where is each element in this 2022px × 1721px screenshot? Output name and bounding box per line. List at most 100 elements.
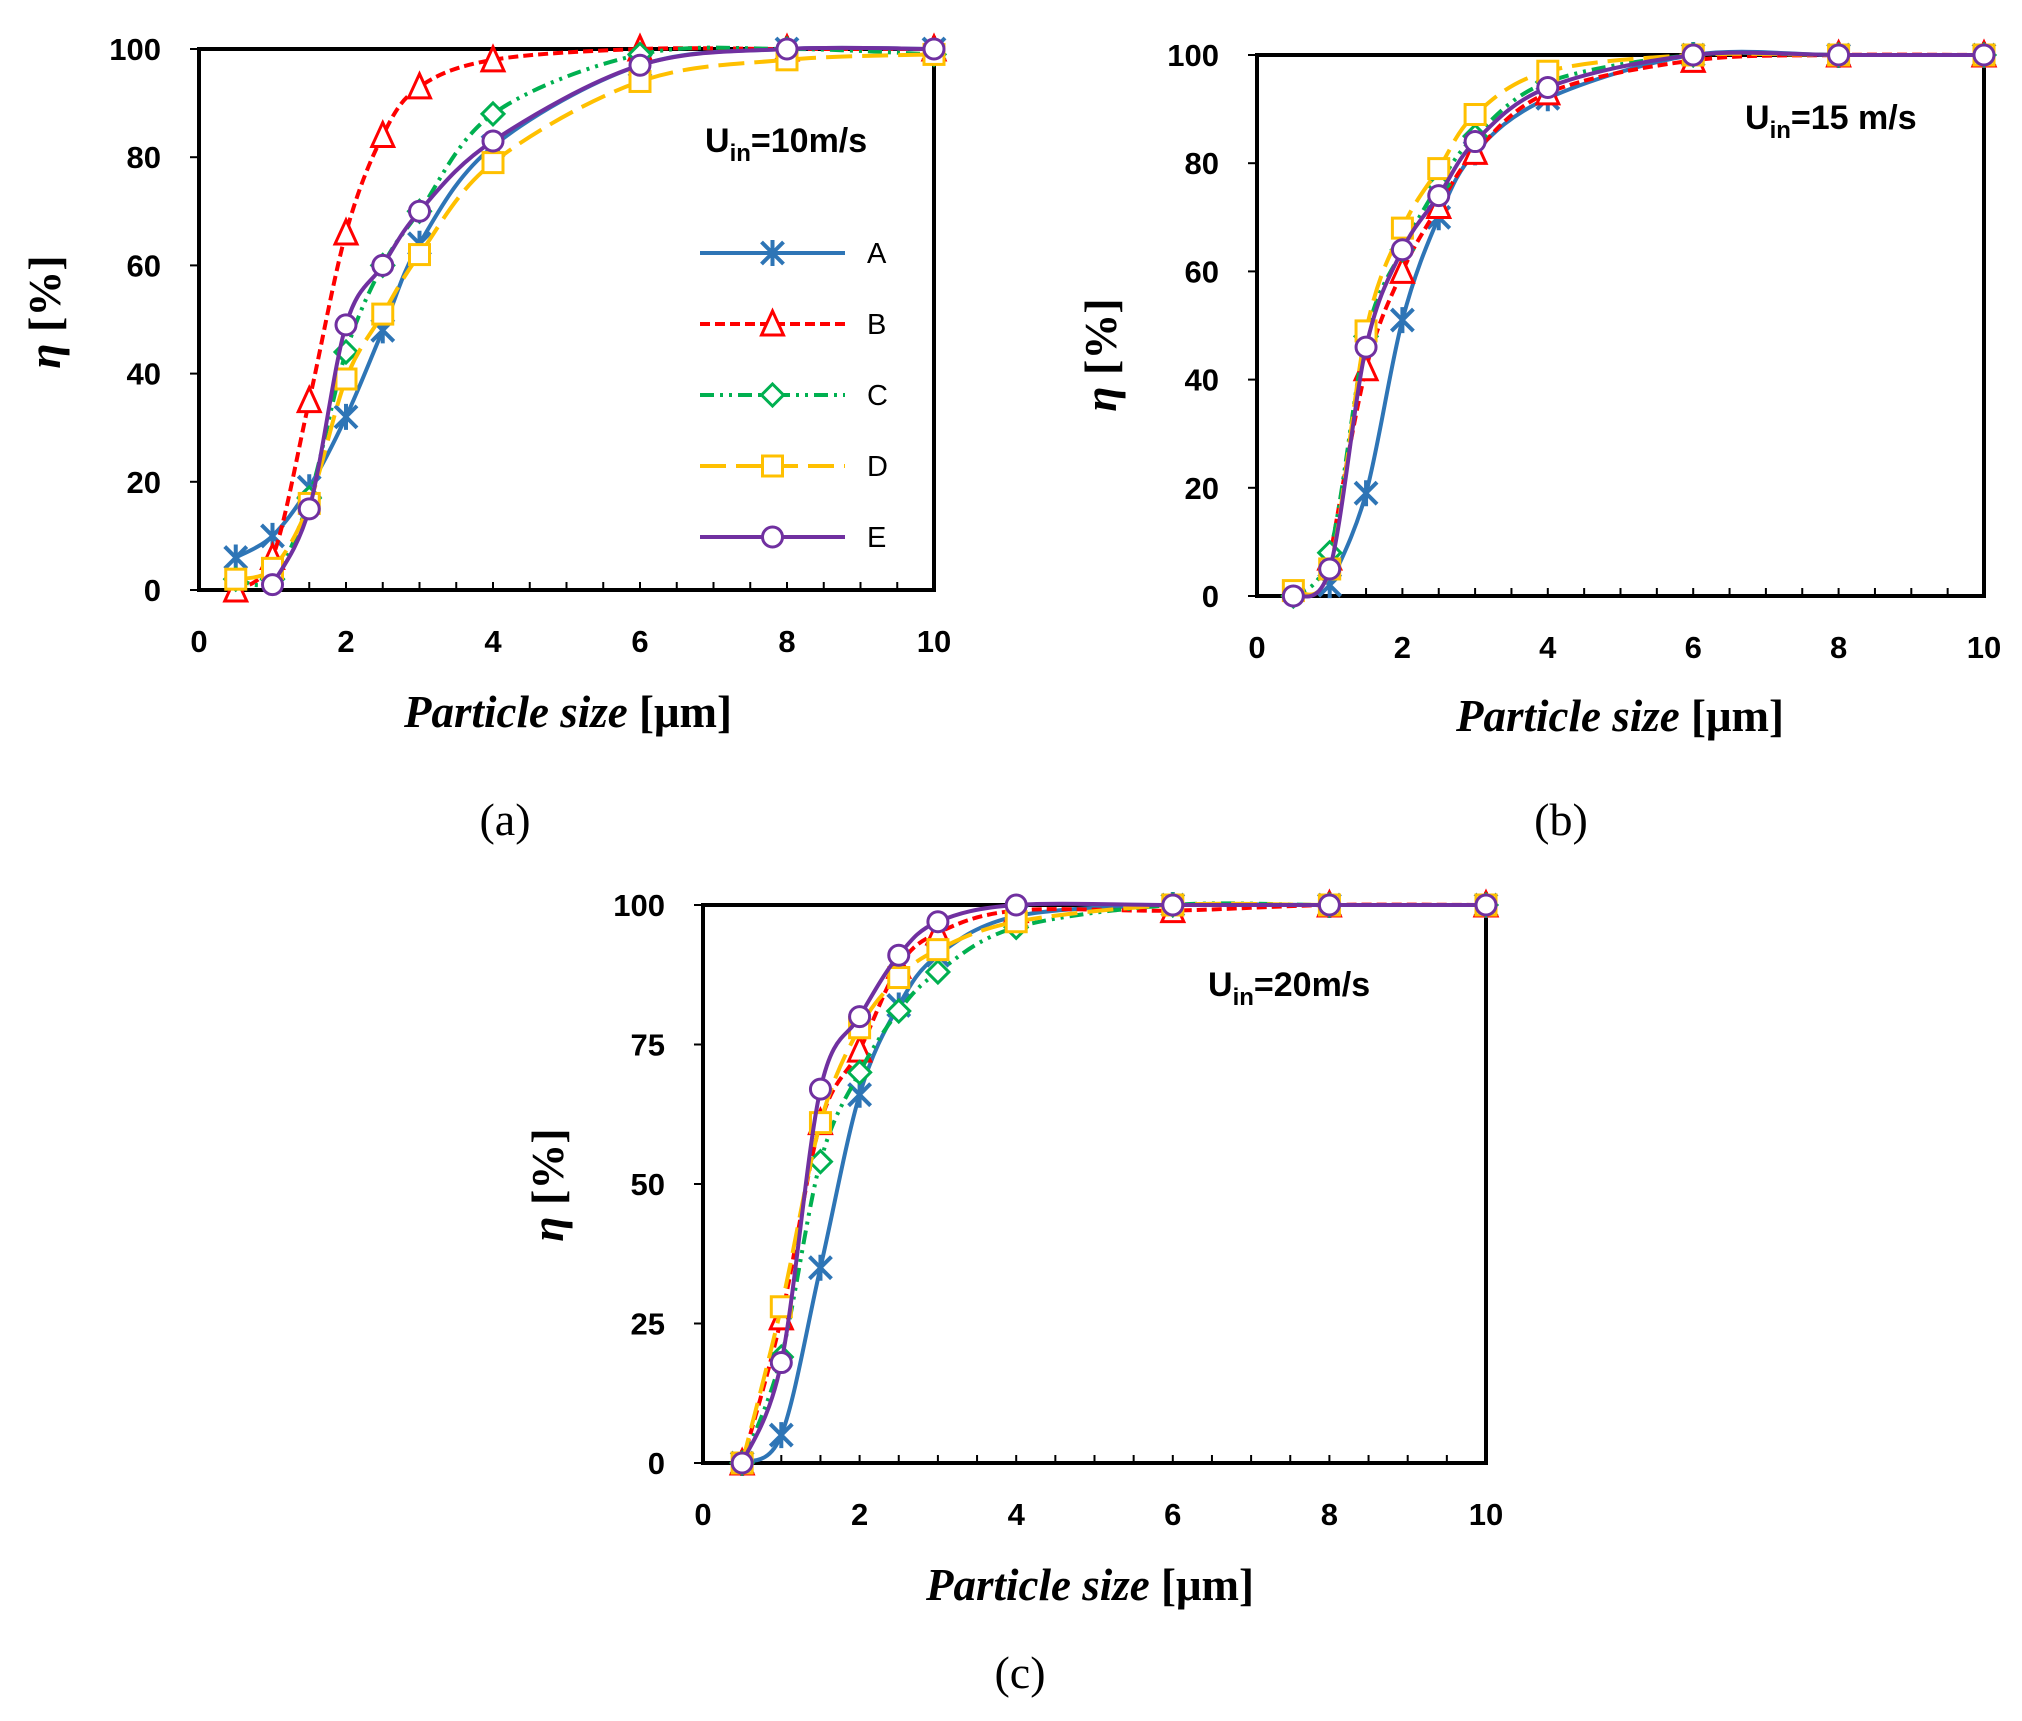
data-point	[406, 70, 433, 100]
data-point	[481, 151, 505, 175]
y-tick-label: 100	[613, 888, 665, 923]
data-point	[1389, 254, 1416, 284]
y-tick-label: 0	[1202, 579, 1219, 614]
condition-label: Uin=20m/s	[1208, 966, 1370, 1011]
legend-label: B	[867, 309, 886, 341]
series-b	[222, 32, 948, 603]
series-e	[1281, 43, 1996, 608]
plot-area	[197, 47, 936, 592]
data-point	[297, 497, 321, 521]
x-tick-label: 2	[1394, 630, 1411, 665]
series-e	[730, 893, 1498, 1475]
data-point	[1004, 893, 1028, 917]
x-tick-label: 0	[694, 1497, 711, 1532]
y-axis-label: η [%]	[1075, 298, 1126, 411]
x-tick-label: 8	[1830, 630, 1847, 665]
x-tick-label: 4	[484, 624, 502, 659]
legend-label: A	[867, 238, 887, 270]
y-tick-label: 80	[1185, 146, 1219, 181]
data-point	[371, 253, 395, 277]
x-tick-label: 0	[1248, 630, 1265, 665]
legend-label: D	[867, 451, 888, 483]
data-point	[808, 1077, 832, 1101]
data-point	[924, 958, 952, 986]
y-tick-label: 40	[127, 357, 161, 392]
x-tick-label: 0	[190, 624, 207, 659]
y-axis-label: η [%]	[19, 255, 70, 368]
x-tick-label: 2	[851, 1497, 868, 1532]
data-point	[1389, 307, 1415, 334]
x-tick-label: 6	[1164, 1497, 1181, 1532]
data-point	[1318, 557, 1342, 581]
plot-area	[701, 903, 1488, 1465]
series-line	[270, 45, 935, 586]
legend-marker	[761, 454, 784, 478]
x-tick-label: 2	[337, 624, 354, 659]
y-tick-label: 100	[109, 32, 161, 67]
data-point	[334, 367, 358, 391]
data-point	[261, 573, 284, 597]
y-tick-label: 40	[1185, 363, 1219, 398]
legend-item-e: E	[700, 522, 886, 554]
y-tick-label: 0	[144, 573, 161, 608]
data-point	[1354, 335, 1378, 359]
data-point	[1463, 103, 1487, 127]
data-point	[808, 1254, 833, 1281]
data-point	[371, 302, 395, 326]
series-line	[740, 901, 1486, 1464]
data-point	[1390, 216, 1414, 240]
data-point	[1681, 43, 1705, 67]
legend-marker	[759, 307, 786, 337]
y-tick-label: 0	[648, 1446, 665, 1481]
y-tick-label: 60	[127, 248, 161, 283]
data-point	[846, 1059, 873, 1086]
x-tick-label: 6	[1685, 630, 1702, 665]
legend-marker	[759, 381, 786, 409]
data-point	[479, 43, 507, 73]
data-point	[1427, 184, 1451, 208]
y-tick-label: 25	[631, 1307, 665, 1342]
x-tick-label: 10	[1469, 1497, 1503, 1532]
series-line	[1292, 50, 1984, 599]
panel-label: (c)	[994, 1647, 1045, 1698]
data-point	[408, 243, 431, 267]
data-point	[926, 910, 950, 934]
data-point	[848, 1005, 872, 1029]
x-tick-label: 4	[1008, 1497, 1026, 1532]
data-point	[481, 129, 505, 153]
condition-label: Uin=15 m/s	[1745, 99, 1917, 144]
data-point	[295, 384, 323, 414]
y-tick-label: 60	[1185, 254, 1219, 289]
legend-item-d: D	[700, 451, 888, 483]
series-e	[261, 37, 946, 597]
data-point	[408, 199, 431, 223]
data-point	[775, 37, 799, 61]
data-point	[1827, 43, 1851, 67]
y-tick-label: 20	[1185, 471, 1219, 506]
y-tick-label: 75	[631, 1028, 665, 1063]
data-point	[369, 118, 397, 149]
data-point	[1463, 130, 1487, 154]
x-tick-label: 10	[917, 624, 951, 659]
data-point	[887, 943, 911, 967]
x-tick-label: 10	[1967, 630, 2001, 665]
data-point	[332, 216, 360, 246]
data-point	[1390, 238, 1414, 262]
data-point	[333, 403, 359, 430]
data-point	[334, 313, 358, 337]
panel-label: (b)	[1534, 794, 1588, 845]
data-point	[885, 997, 912, 1025]
data-point	[769, 1351, 793, 1375]
y-tick-label: 50	[631, 1167, 665, 1202]
x-tick-label: 8	[1321, 1497, 1338, 1532]
data-point	[628, 53, 652, 77]
data-point	[768, 1422, 794, 1449]
y-axis-label: η [%]	[522, 1128, 573, 1241]
data-point	[730, 1451, 754, 1475]
y-tick-label: 20	[127, 465, 161, 500]
data-point	[1317, 893, 1341, 917]
condition-label: Uin=10m/s	[705, 122, 867, 167]
